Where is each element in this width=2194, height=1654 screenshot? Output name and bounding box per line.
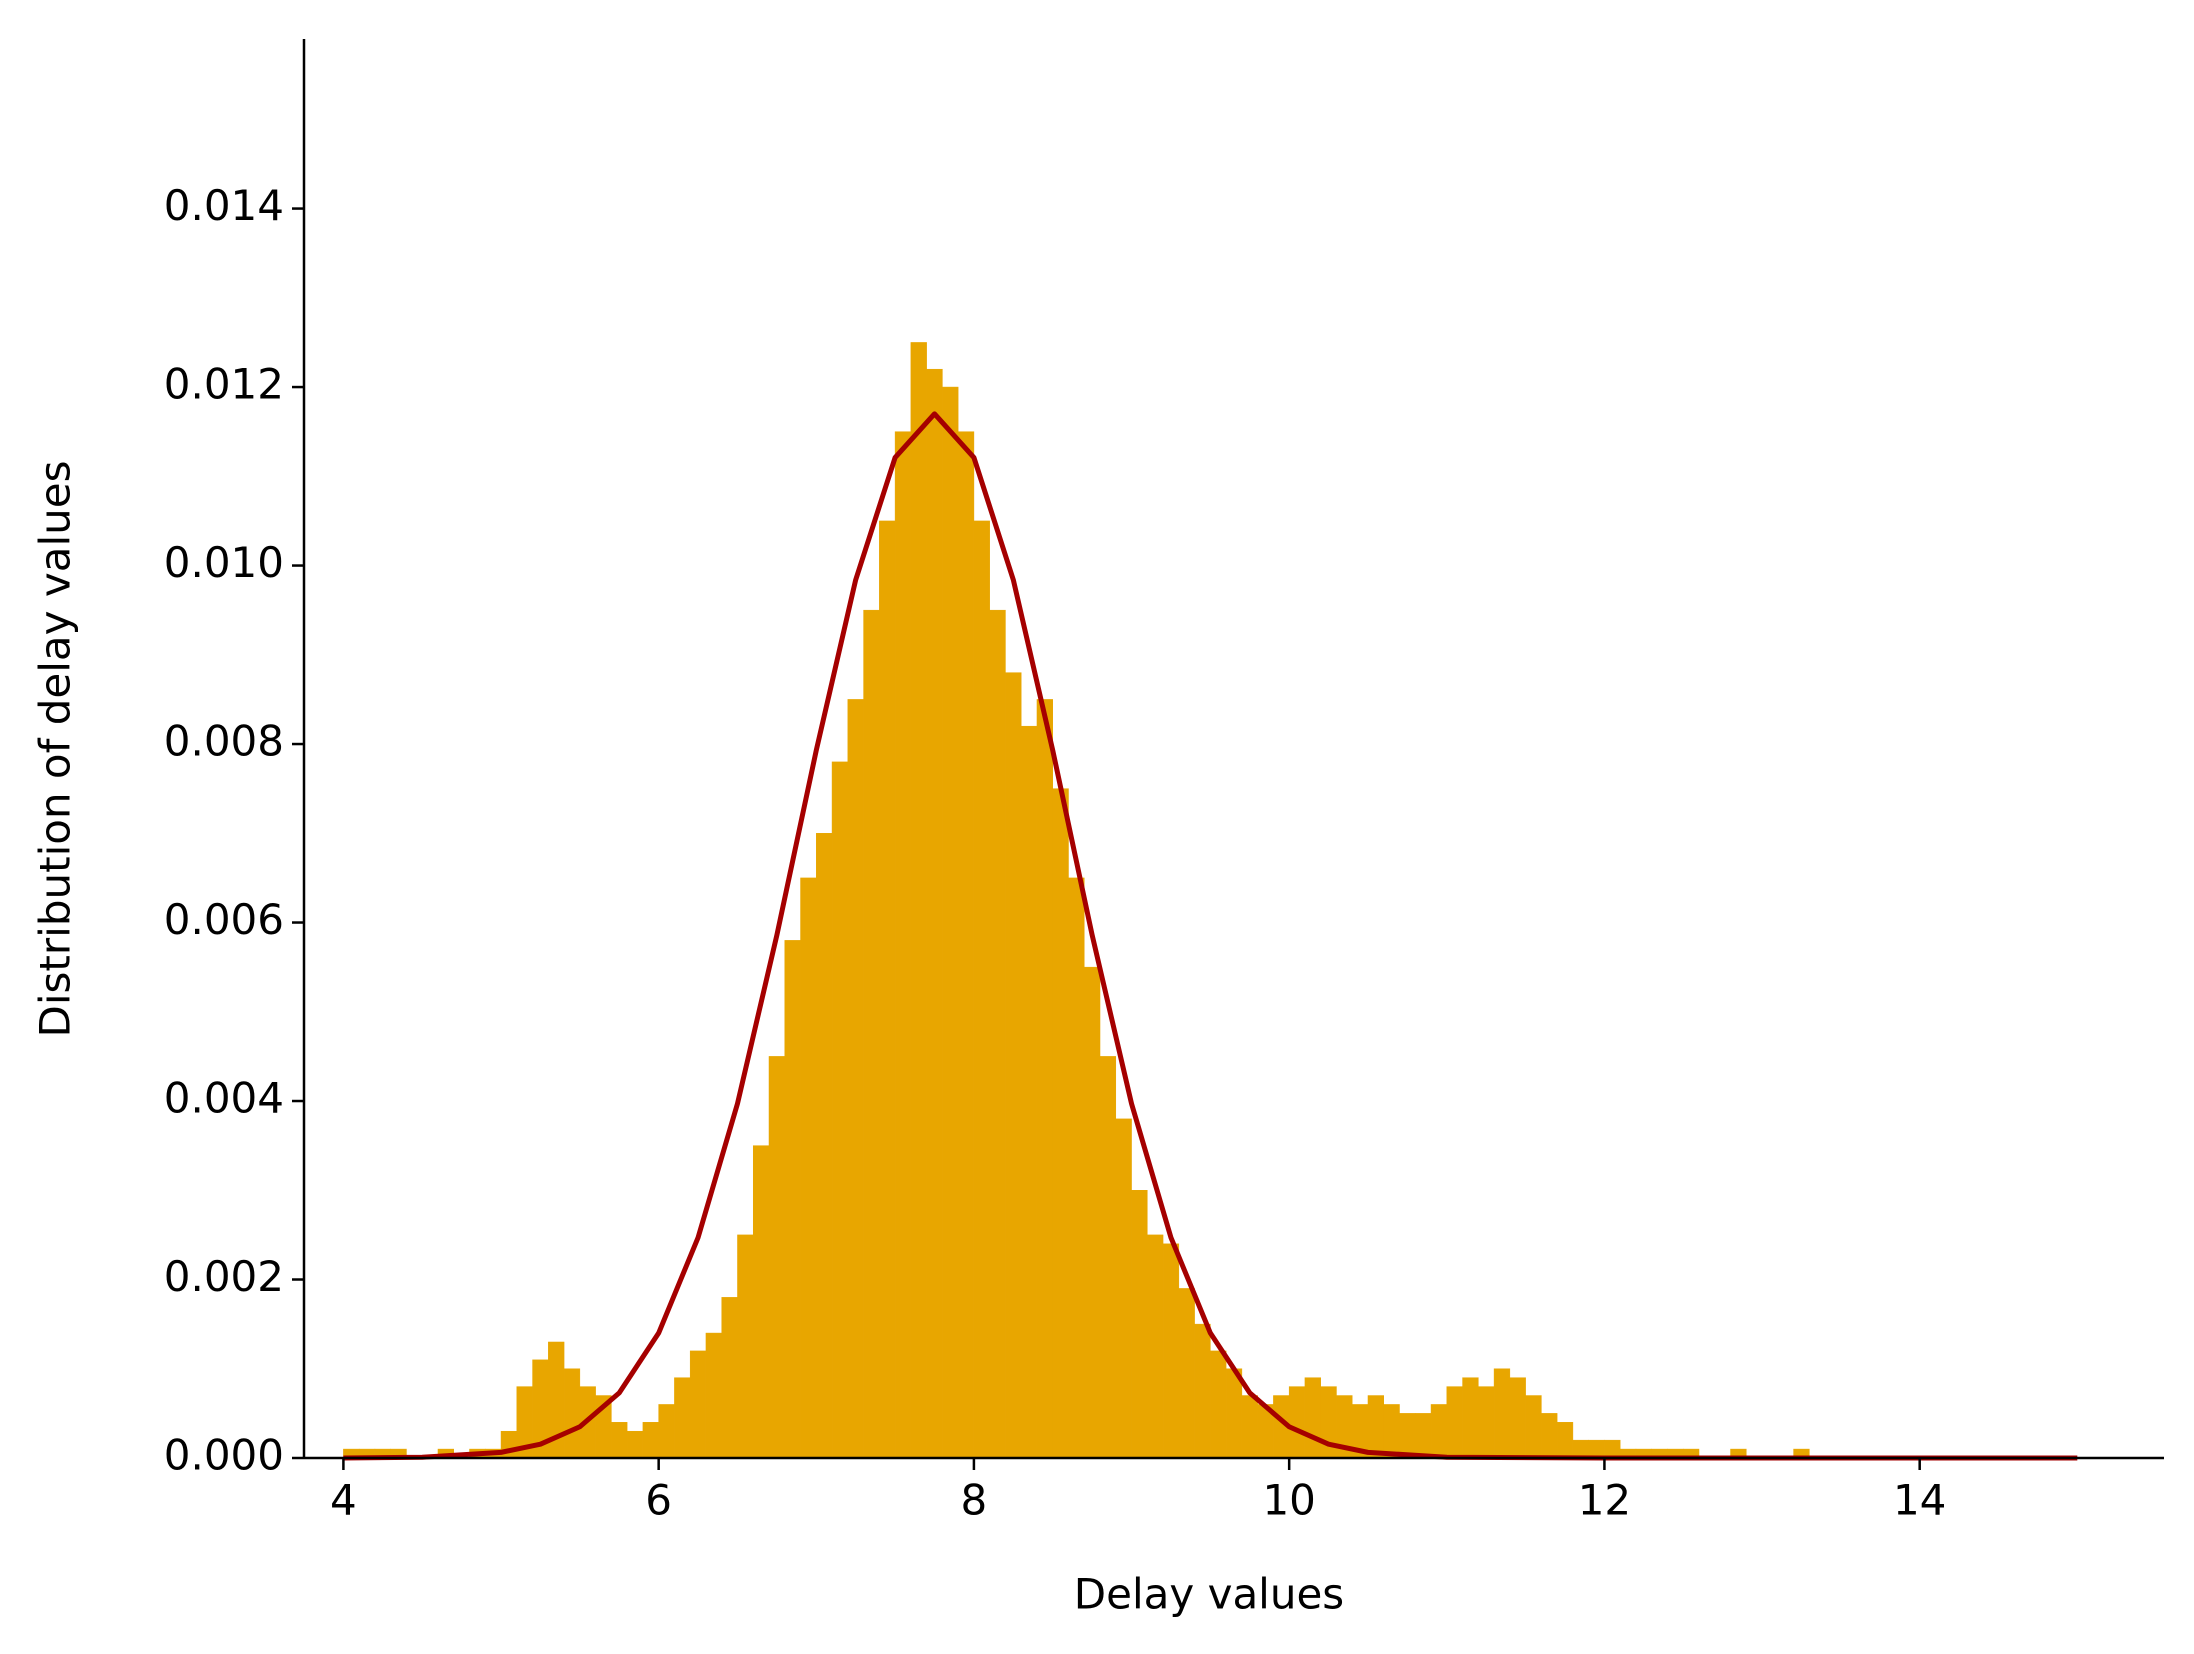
histogram-bar: [1462, 1377, 1479, 1459]
histogram-bar: [1084, 966, 1101, 1459]
histogram-bar: [1446, 1386, 1463, 1459]
histogram-bar: [847, 699, 864, 1459]
histogram-bar: [957, 431, 975, 1459]
x-tick-label: 10: [1262, 1476, 1315, 1525]
y-axis-label: Distribution of delay values: [31, 461, 80, 1038]
histogram-bar: [752, 1145, 770, 1459]
fit-curve: [343, 411, 2078, 1461]
histogram-bar: [1162, 1243, 1180, 1459]
y-tick-label: 0.014: [164, 181, 284, 230]
histogram-bar: [910, 342, 927, 1459]
histogram-bar: [973, 520, 990, 1459]
histogram-bar: [926, 368, 943, 1459]
histogram-bar: [611, 1422, 628, 1459]
y-tick-label: 0.012: [164, 360, 284, 409]
y-tick-label: 0.006: [164, 895, 284, 944]
histogram-bar: [563, 1368, 581, 1459]
histogram-bar: [1147, 1234, 1164, 1459]
histogram-bar: [989, 609, 1006, 1459]
x-tick-label: 4: [330, 1476, 357, 1525]
histogram-bar: [674, 1377, 691, 1459]
histogram-bar: [879, 520, 896, 1459]
histogram-bar: [689, 1350, 707, 1459]
histogram-bar: [894, 431, 912, 1459]
histogram-bar: [1604, 1439, 1621, 1459]
histogram-bar: [1509, 1377, 1526, 1459]
histogram-bar: [831, 761, 849, 1459]
histogram-bar: [1241, 1395, 1258, 1459]
histogram-bar: [1367, 1395, 1384, 1459]
histogram-bar: [863, 609, 880, 1459]
histogram-bar: [1020, 725, 1038, 1459]
histogram-bar: [1005, 672, 1022, 1459]
x-tick-label: 6: [645, 1476, 672, 1525]
y-tick-label: 0.008: [164, 717, 284, 766]
y-tick-label: 0.002: [164, 1252, 284, 1301]
histogram-bar: [1099, 1056, 1117, 1459]
histogram-bar: [1572, 1439, 1589, 1459]
histogram-bar: [626, 1430, 644, 1459]
histogram-bar: [1588, 1439, 1605, 1459]
histogram-bar: [1383, 1404, 1400, 1459]
histogram-bar: [1430, 1404, 1448, 1459]
histogram-bar: [1525, 1395, 1542, 1459]
histogram-bar: [816, 833, 833, 1459]
histogram-bar: [658, 1404, 675, 1459]
histogram-bar: [784, 940, 801, 1459]
x-tick-label: 8: [961, 1476, 988, 1525]
histogram-bar: [1304, 1377, 1321, 1459]
histogram-bar: [1493, 1368, 1511, 1459]
histogram-bar: [1541, 1413, 1558, 1459]
histogram-bar: [1052, 788, 1069, 1459]
histogram-bar: [1556, 1422, 1574, 1459]
histogram-bar: [1225, 1368, 1243, 1459]
x-axis-label: Delay values: [1074, 1570, 1344, 1619]
x-tick-label: 12: [1578, 1476, 1631, 1525]
histogram-bar: [800, 877, 817, 1459]
histogram-bar: [1399, 1413, 1416, 1459]
histogram-bar: [1288, 1386, 1306, 1459]
histogram-bar: [737, 1234, 754, 1459]
histogram-bar: [1178, 1288, 1195, 1459]
histogram-bar: [1068, 877, 1085, 1459]
histogram-bar: [721, 1297, 738, 1459]
histogram-bar: [1415, 1413, 1432, 1459]
y-tick-label: 0.000: [164, 1431, 284, 1480]
histogram-bar: [1210, 1350, 1227, 1459]
histogram-bar: [768, 1056, 786, 1459]
histogram-bar: [1131, 1190, 1148, 1459]
x-tick-label: 14: [1893, 1476, 1946, 1525]
histogram-bar: [705, 1332, 722, 1459]
histogram-bar: [942, 386, 959, 1459]
histogram-bar: [1036, 699, 1053, 1459]
histogram-bar: [1194, 1323, 1211, 1459]
y-tick-label: 0.010: [164, 538, 284, 587]
histogram-bar: [1115, 1118, 1132, 1459]
histogram-bar: [642, 1422, 659, 1459]
y-tick-label: 0.004: [164, 1074, 284, 1123]
histogram-bar: [1478, 1386, 1495, 1459]
